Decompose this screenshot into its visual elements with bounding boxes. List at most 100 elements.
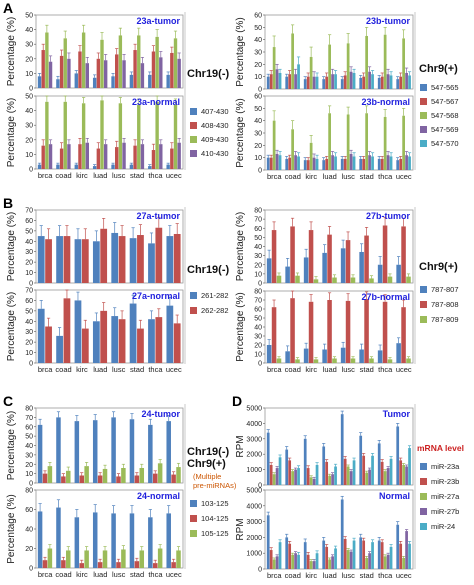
bar bbox=[288, 543, 292, 569]
chart-b-right-top: 0 10 20 30 40 50 60 70 80 27b-tumor Percentage (%) bbox=[235, 208, 414, 288]
bar bbox=[85, 142, 89, 169]
bar bbox=[383, 556, 387, 569]
bar bbox=[334, 548, 337, 569]
bar bbox=[306, 160, 310, 170]
x-tick-label: coad bbox=[285, 571, 301, 580]
bar bbox=[56, 79, 60, 88]
bar bbox=[78, 144, 82, 169]
bar bbox=[285, 351, 290, 363]
bar bbox=[331, 155, 334, 170]
bar bbox=[79, 563, 84, 568]
bar bbox=[325, 461, 329, 485]
bar bbox=[308, 230, 314, 283]
bar bbox=[118, 103, 123, 169]
bar bbox=[74, 164, 78, 169]
bar bbox=[359, 537, 363, 569]
bar bbox=[331, 74, 334, 89]
y-tick-label: 10 bbox=[25, 471, 33, 478]
bar bbox=[346, 550, 350, 569]
bar bbox=[386, 74, 390, 89]
bar bbox=[92, 77, 97, 88]
bar bbox=[322, 79, 326, 89]
bar bbox=[334, 466, 337, 485]
y-tick-label: 40 bbox=[25, 239, 33, 246]
bar bbox=[269, 74, 273, 89]
x-tick-label: coad bbox=[55, 365, 71, 374]
bar bbox=[328, 475, 331, 485]
bar bbox=[92, 512, 98, 568]
bar bbox=[151, 51, 156, 88]
legend-item-label: 547-568 bbox=[431, 111, 459, 120]
legend-swatch bbox=[420, 112, 427, 119]
bar bbox=[92, 166, 97, 169]
bar bbox=[377, 350, 383, 363]
chart-b-left-top: 0 10 20 30 40 50 60 70 27a-tumor Percentage (%) bbox=[6, 208, 184, 288]
y-tick-label: 30 bbox=[25, 452, 33, 459]
bar bbox=[129, 164, 134, 169]
bar bbox=[170, 148, 174, 169]
bar bbox=[177, 58, 181, 88]
bar bbox=[111, 417, 116, 483]
legend-swatch bbox=[190, 307, 197, 314]
bar bbox=[362, 76, 366, 89]
y-tick-label: 40 bbox=[254, 37, 262, 44]
bar bbox=[371, 156, 374, 170]
bar bbox=[377, 540, 381, 569]
bar bbox=[313, 279, 319, 283]
y-tick-label: 50 bbox=[25, 13, 33, 20]
bar bbox=[118, 35, 123, 88]
bar bbox=[118, 236, 126, 283]
bar bbox=[285, 266, 290, 283]
bar bbox=[111, 232, 119, 283]
y-axis-label: Percentage (%) bbox=[6, 411, 17, 480]
x-tick-label: ucec bbox=[166, 365, 182, 374]
bar bbox=[103, 144, 108, 169]
bar bbox=[41, 50, 45, 88]
bar bbox=[312, 478, 316, 485]
chart-title: 27a-tumor bbox=[136, 211, 180, 221]
bar bbox=[365, 557, 368, 569]
y-tick-label: 60 bbox=[25, 298, 33, 305]
bar bbox=[115, 147, 119, 169]
bar bbox=[288, 157, 292, 170]
y-tick-label: 2000 bbox=[246, 452, 262, 459]
bar bbox=[343, 538, 347, 569]
y-tick-label: 40 bbox=[25, 27, 33, 34]
x-tick-label: kirc bbox=[76, 171, 88, 180]
bar bbox=[102, 468, 108, 483]
y-tick-label: 30 bbox=[254, 334, 262, 341]
y-tick-label: 0 bbox=[29, 481, 33, 488]
legend-item-label: 787-807 bbox=[431, 285, 459, 294]
bar bbox=[382, 301, 388, 363]
bar bbox=[399, 543, 403, 569]
bar bbox=[173, 233, 181, 283]
chart-d-top: 0 1000 2000 3000 4000 5000 Tumor RPM bbox=[235, 406, 414, 490]
bar bbox=[56, 335, 63, 363]
bar bbox=[129, 513, 135, 568]
bar bbox=[278, 457, 282, 485]
y-tick-label: 50 bbox=[25, 434, 33, 441]
y-tick-label: 20 bbox=[25, 462, 33, 469]
bar bbox=[140, 144, 145, 169]
bar bbox=[148, 243, 155, 283]
y-tick-label: 50 bbox=[25, 228, 33, 235]
bar bbox=[315, 553, 319, 569]
bar bbox=[84, 466, 89, 483]
bar bbox=[116, 562, 121, 568]
y-tick-label: 60 bbox=[25, 218, 33, 225]
bar bbox=[399, 76, 403, 89]
bar bbox=[137, 104, 141, 169]
bar bbox=[303, 257, 309, 283]
chart-title: 24-normal bbox=[137, 491, 180, 501]
legend-swatch bbox=[190, 150, 197, 157]
bar bbox=[45, 32, 49, 88]
y-tick-label: 20 bbox=[254, 343, 262, 350]
legend-swatch bbox=[420, 98, 427, 105]
bar bbox=[290, 226, 295, 283]
bar bbox=[346, 43, 350, 89]
bar bbox=[288, 460, 292, 485]
x-tick-label: brca bbox=[267, 365, 282, 374]
bar bbox=[406, 358, 411, 363]
y-axis-label: Percentage (%) bbox=[6, 292, 17, 361]
bar bbox=[396, 343, 401, 363]
